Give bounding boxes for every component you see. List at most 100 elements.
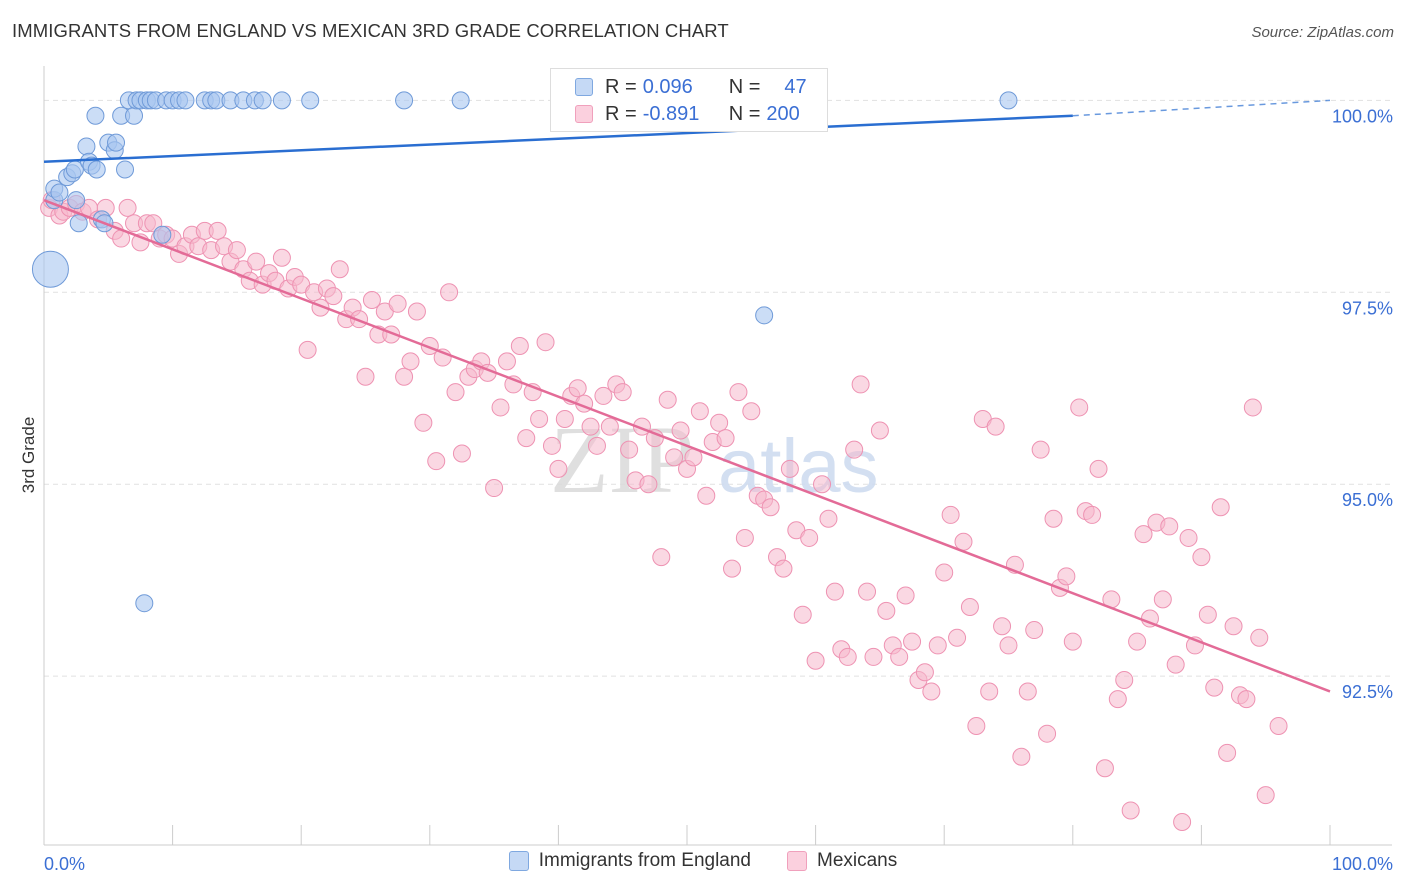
mexicans-point [1018,682,1037,701]
england-legend-swatch [508,851,529,871]
mexicans-point [1031,440,1050,459]
mexicans-point [1211,498,1230,517]
mexicans-point [967,717,986,736]
mexicans-point [710,413,729,432]
legend-n-value: 47 [784,75,807,98]
mexicans-point [568,379,587,398]
mexicans-point [587,436,606,455]
mexicans-point [247,252,266,271]
mexicans-point [954,532,973,551]
legend-n-key: N = [728,75,761,98]
mexicans-point [690,402,709,421]
england-point [50,183,69,202]
mexicans-point [401,352,420,371]
mexicans-point [941,505,960,524]
mexicans-point [1173,812,1192,831]
mexicans-point [272,248,291,267]
legend-row-mexicans: R = -0.891 N = 200 [575,101,800,127]
england-point [107,133,126,152]
england-point [69,214,88,233]
mexicans-point [536,333,555,352]
mexicans-point [735,528,754,547]
mexicans-point [407,302,426,321]
legend-item-mexicans[interactable]: Mexicans [787,850,897,872]
y-tick-label: 97.5% [1342,298,1393,318]
mexicans-point [1205,678,1224,697]
mexicans-point [1025,621,1044,640]
mexicans-point [118,198,137,217]
mexicans-point [806,651,825,670]
mexicans-point [761,498,780,517]
mexicans-point [851,375,870,394]
mexicans-point [594,386,613,405]
mexicans-point [324,287,343,306]
england-point [395,91,414,110]
england-point [253,91,272,110]
england-points [31,91,1018,613]
mexicans-point [903,632,922,651]
legend-r-key: R = [605,75,637,98]
england-point [125,106,144,125]
mexicans-point [485,479,504,498]
y-tick-label: 95.0% [1342,490,1393,510]
england-point [77,137,96,156]
mexicans-point [542,436,561,455]
england-trend-extension [1072,99,1331,117]
y-tick-label: 92.5% [1342,682,1393,702]
mexicans-point [780,459,799,478]
mexicans-point [915,663,934,682]
mexicans-point [800,528,819,547]
mexicans-point [414,413,433,432]
england-point [135,594,154,613]
mexicans-point [1038,724,1057,743]
mexicans-point [581,417,600,436]
source-label: Source: ZipAtlas.com [1251,24,1394,41]
mexicans-point [549,459,568,478]
mexicans-point [1095,759,1114,778]
legend-row-england: R = 0.096 N = 47 [575,74,807,100]
england-point [31,250,69,288]
mexicans-point [980,682,999,701]
mexicans-point [620,440,639,459]
mexicans-point [1128,632,1147,651]
england-point [272,91,291,110]
mexicans-point [948,628,967,647]
mexicans-point [870,421,889,440]
mexicans-point [793,605,812,624]
mexicans-point [600,417,619,436]
y-tick-label: 100.0% [1332,106,1393,126]
mexicans-point [774,559,793,578]
mexicans-point [1179,528,1198,547]
mexicans-point [395,367,414,386]
mexicans-point [427,452,446,471]
england-point [755,306,774,325]
england-point [86,106,105,125]
mexicans-point [845,440,864,459]
england-point [67,191,86,210]
mexicans-point [1012,747,1031,766]
england-point [153,225,172,244]
england-trend-line [43,114,1073,164]
x-tick-label-end: 100.0% [1332,854,1393,874]
stats-legend: R = 0.096 N = 47 R = -0.891 N = 200 [550,68,828,132]
legend-r-value: 0.096 [642,75,693,98]
mexicans-point [723,559,742,578]
mexicans-point [497,352,516,371]
mexicans-points [40,191,1288,831]
mexicans-point [530,409,549,428]
legend-item-england[interactable]: Immigrants from England [508,850,751,872]
mexicans-point [639,475,658,494]
grid-lines [44,99,1392,677]
mexicans-point [1134,525,1153,544]
england-point [451,91,470,110]
mexicans-point [729,383,748,402]
mexicans-point [665,448,684,467]
mexicans-point [819,509,838,528]
mexicans-point [658,390,677,409]
mexicans-point [1115,670,1134,689]
mexicans-point [697,486,716,505]
mexicans-point [825,582,844,601]
legend-r-value: -0.891 [642,102,700,125]
mexicans-point [1198,605,1217,624]
